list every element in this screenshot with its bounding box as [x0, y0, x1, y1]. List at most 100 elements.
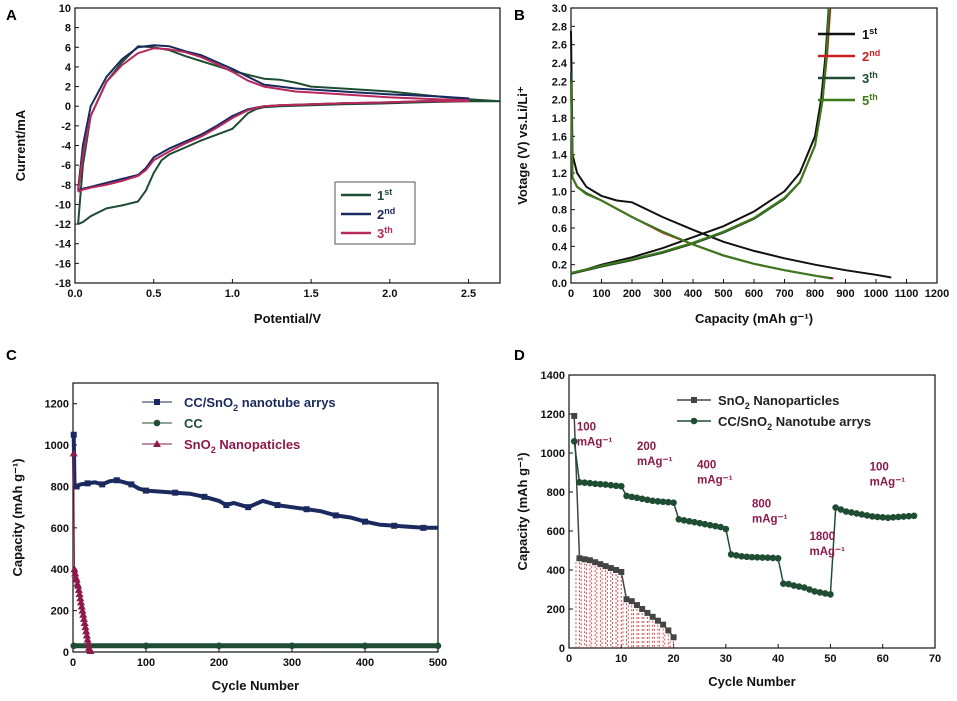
x-axis-label: Cycle Number [212, 678, 299, 693]
x-tick-label: 1200 [925, 288, 949, 300]
data-point [81, 623, 90, 631]
data-point [215, 642, 223, 650]
y-tick-label: -16 [55, 258, 71, 270]
data-point [581, 479, 588, 486]
series-line-square [573, 415, 675, 638]
y-tick-label: 0.6 [552, 223, 567, 235]
data-point [617, 482, 625, 490]
y-tick-label: 1400 [541, 370, 565, 382]
data-point [743, 553, 751, 561]
legend-label-base: 3 [862, 71, 869, 86]
data-point [654, 498, 662, 505]
data-point [727, 551, 735, 558]
legend-label: 3th [377, 225, 393, 241]
y-tick-label: 0.2 [552, 260, 567, 272]
data-point [223, 502, 230, 509]
rate-value: 100 [577, 422, 596, 434]
data-point [800, 584, 808, 591]
data-point [586, 479, 594, 487]
legend-label-sub: 2 [233, 403, 238, 413]
data-point [612, 482, 620, 490]
data-point [72, 575, 81, 583]
x-tick-label: 0 [568, 288, 574, 300]
data-point [420, 524, 427, 531]
discharge-curve-5th [570, 81, 831, 280]
rate-value: 800 [752, 499, 771, 511]
data-point [245, 504, 252, 511]
data-point [597, 480, 604, 488]
legend-marker [690, 417, 698, 425]
rate-annotation: 100 mAg⁻¹ [870, 462, 906, 489]
y-axis-label: Capacity (mAh g⁻¹) [10, 458, 25, 576]
data-point [361, 642, 369, 650]
x-tick-label: 1000 [864, 288, 888, 300]
y-tick-label: 800 [547, 487, 565, 499]
data-point [143, 487, 149, 494]
y-tick-label: 200 [547, 604, 565, 616]
legend-label: 1st [377, 187, 392, 203]
discharge-curve-1st [570, 30, 892, 279]
data-point [607, 481, 615, 489]
rate-value: 400 [697, 460, 716, 472]
plot-frame [74, 7, 501, 284]
rate-value: 200 [637, 441, 656, 453]
y-tick-label: 4 [65, 62, 72, 74]
legend-label-base: CC/SnO [184, 395, 233, 410]
plot-frame [568, 374, 936, 649]
data-point [172, 489, 179, 496]
legend-label-sup: th [869, 92, 878, 102]
data-point [785, 580, 792, 588]
data-point [665, 498, 672, 506]
y-axis-label: Current/mA [13, 109, 28, 181]
data-point [660, 621, 667, 628]
x-tick-label: 500 [429, 657, 447, 669]
data-point [832, 504, 839, 511]
data-point [69, 449, 78, 457]
legend-label-after: nanotube arrys [238, 395, 336, 410]
data-point [581, 556, 588, 563]
data-point [900, 513, 907, 520]
y-axis-label: Capacity (mAh g⁻¹) [515, 452, 530, 570]
data-point [613, 567, 620, 573]
y-tick-label: -18 [55, 278, 71, 290]
x-tick-label: 200 [210, 657, 228, 669]
series-line-circle [573, 441, 915, 596]
x-tick-label: 2.0 [382, 288, 397, 300]
x-tick-label: 0.0 [67, 288, 82, 300]
plot-data [570, 412, 918, 648]
panel-a: A 0.0 0.5 1.0 1.5 2.0 2.5 -18 -16 -14 -12 -10 -8 -6 -4… [6, 3, 501, 326]
data-point [79, 614, 88, 622]
x-tick-label: 60 [877, 653, 889, 665]
legend-label-sub: 2 [211, 445, 216, 455]
legend-label-base: 3 [377, 226, 384, 241]
data-point [623, 492, 630, 500]
rate-unit: mAg⁻¹ [577, 437, 613, 449]
x-tick-label: 10 [615, 653, 627, 665]
data-point [84, 639, 93, 647]
legend-label: SnO2 Nanopaticles [184, 437, 300, 455]
data-point [86, 646, 95, 654]
data-point [80, 619, 89, 627]
data-point [654, 617, 661, 624]
plot-data [77, 44, 501, 226]
data-point [332, 512, 339, 519]
legend-label: 2nd [377, 206, 395, 222]
data-point [842, 508, 850, 515]
y-tick-label: 1200 [541, 409, 565, 421]
rate-unit: mAg⁻¹ [810, 546, 846, 558]
data-point [774, 555, 782, 562]
data-point [128, 481, 135, 488]
legend-label-base: CC [184, 416, 203, 431]
legend-label-sup: nd [869, 48, 880, 58]
x-tick-label: 300 [283, 657, 301, 669]
data-point [74, 581, 83, 589]
data-point [571, 412, 578, 419]
panel-label: B [514, 7, 525, 24]
data-point [706, 521, 714, 529]
data-point [837, 506, 845, 513]
y-tick-label: 2.2 [552, 76, 567, 88]
legend-label-sup: th [869, 70, 878, 80]
data-point [905, 512, 913, 520]
